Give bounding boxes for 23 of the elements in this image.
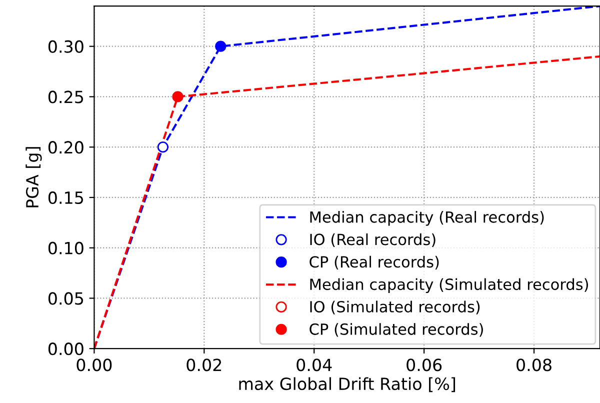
- y-axis-title: PGA [g]: [26, 147, 42, 208]
- point: [172, 91, 184, 102]
- y-tick-label: 0.00: [48, 342, 84, 356]
- x-tick-label: 0.04: [296, 358, 332, 372]
- x-tick-label: 0.00: [76, 358, 112, 372]
- x-tick-label: 0.06: [406, 358, 442, 372]
- legend-label: Median capacity (Simulated records): [310, 278, 588, 294]
- legend-label: IO (Real records): [310, 233, 436, 248]
- point: [215, 40, 226, 52]
- legend-label: Median capacity (Real records): [310, 210, 544, 226]
- y-tick-label: 0.15: [48, 191, 84, 204]
- y-tick-label: 0.20: [48, 141, 84, 154]
- x-tick-label: 0.02: [186, 358, 222, 372]
- y-tick-label: 0.10: [48, 242, 84, 254]
- point: [157, 142, 168, 153]
- y-tick-label: 0.05: [48, 292, 84, 305]
- legend-label: CP (Simulated records): [310, 323, 483, 337]
- y-tick-label: 0.30: [48, 40, 84, 53]
- legend-label: CP (Real records): [310, 256, 439, 270]
- legend-label: IO (Simulated records): [310, 300, 480, 314]
- x-axis-title: max Global Drift Ratio [%]: [239, 377, 456, 392]
- x-tick-label: 0.08: [516, 358, 552, 372]
- y-tick-label: 0.25: [48, 90, 84, 104]
